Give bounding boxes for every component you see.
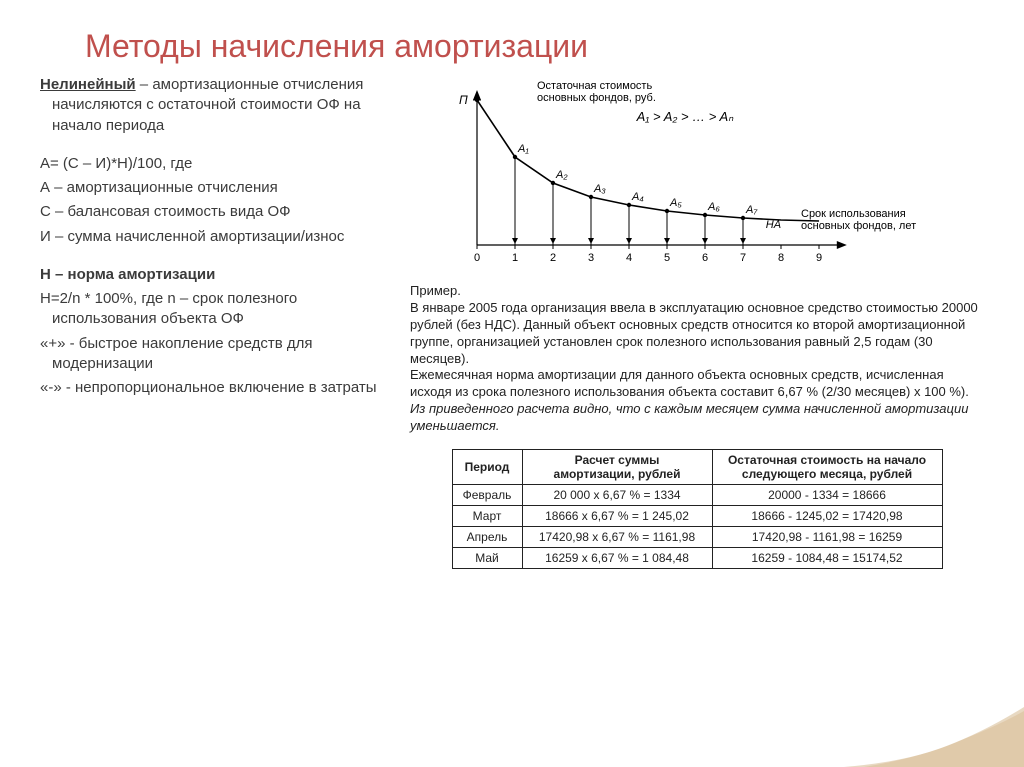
table-cell: Апрель [452,527,522,548]
table-cell: Февраль [452,485,522,506]
table-cell: 16259 - 1084,48 = 15174,52 [712,548,942,569]
table-cell: 17420,98 х 6,67 % = 1161,98 [522,527,712,548]
def-i: И – сумма начисленной амортизации/износ [40,227,390,247]
table-cell: Март [452,506,522,527]
svg-text:6: 6 [702,252,708,264]
example-header: Пример. [410,283,984,300]
def-a: А – амортизационные отчисления [40,178,390,198]
formula-block: А= (С – И)*Н)/100, где А – амортизационн… [40,154,390,247]
left-column: Нелинейный – амортизационные отчисления … [40,75,390,569]
svg-text:Срок использования: Срок использования [801,208,906,220]
svg-text:Остаточная стоимость: Остаточная стоимость [537,80,652,92]
svg-text:5: 5 [664,252,670,264]
slide-title: Методы начисления амортизации [85,28,984,65]
table-cell: 17420,98 - 1161,98 = 16259 [712,527,942,548]
table-cell: 20000 - 1334 = 18666 [712,485,942,506]
example-p2: Ежемесячная норма амортизации для данног… [410,367,984,401]
term-nonlinear: Нелинейный [40,76,136,93]
norm-block: Н – норма амортизации Н=2/n * 100%, где … [40,265,390,399]
table-cell: 16259 х 6,67 % = 1 084,48 [522,548,712,569]
table-head: ПериодРасчет суммы амортизации, рублейОс… [452,450,942,485]
table-cell: Май [452,548,522,569]
table-cell: 20 000 х 6,67 % = 1334 [522,485,712,506]
svg-text:0: 0 [474,252,480,264]
depreciation-chart: Остаточная стоимостьосновных фондов, руб… [410,75,984,275]
table-header-cell: Остаточная стоимость на начало следующег… [712,450,942,485]
svg-text:A₁: A₁ [517,143,529,155]
svg-text:2: 2 [550,252,556,264]
amortization-table: ПериодРасчет суммы амортизации, рублейОс… [452,449,943,569]
svg-text:НА: НА [766,219,781,231]
table-body: Февраль20 000 х 6,67 % = 133420000 - 133… [452,485,942,569]
minus-line: «-» - непропорциональное включение в зат… [40,378,390,398]
svg-text:A₃: A₃ [593,183,606,195]
table-row: Март18666 х 6,67 % = 1 245,0218666 - 124… [452,506,942,527]
def-c: С – балансовая стоимость вида ОФ [40,202,390,222]
svg-text:A₇: A₇ [745,204,758,216]
example-block: Пример. В январе 2005 года организация в… [410,283,984,435]
chart-svg: Остаточная стоимостьосновных фондов, руб… [410,75,984,275]
svg-text:1: 1 [512,252,518,264]
svg-text:П: П [459,93,468,107]
slide: Методы начисления амортизации Нелинейный… [0,0,1024,767]
table-cell: 18666 - 1245,02 = 17420,98 [712,506,942,527]
svg-text:A₄: A₄ [631,191,644,203]
svg-text:A₂: A₂ [555,169,568,181]
svg-text:8: 8 [778,252,784,264]
table-cell: 18666 х 6,67 % = 1 245,02 [522,506,712,527]
svg-text:3: 3 [588,252,594,264]
content-row: Нелинейный – амортизационные отчисления … [40,75,984,569]
formula-line: А= (С – И)*Н)/100, где [40,154,390,174]
table-header-cell: Период [452,450,522,485]
norm-title: Н – норма амортизации [40,265,390,285]
svg-text:A₅: A₅ [669,197,682,209]
norm-formula: Н=2/n * 100%, где n – срок полезного исп… [40,289,390,330]
svg-text:A₆: A₆ [707,201,720,213]
example-p1: В январе 2005 года организация ввела в э… [410,300,984,368]
table-row: Май16259 х 6,67 % = 1 084,4816259 - 1084… [452,548,942,569]
svg-text:основных фондов, руб.: основных фондов, руб. [537,92,656,104]
example-p3: Из приведенного расчета видно, что с каж… [410,401,984,435]
def-nonlinear: Нелинейный – амортизационные отчисления … [40,75,390,136]
svg-text:4: 4 [626,252,632,264]
right-column: Остаточная стоимостьосновных фондов, руб… [410,75,984,569]
plus-line: «+» - быстрое накопление средств для мод… [40,334,390,375]
svg-text:A₁ > A₂ > … > Aₙ: A₁ > A₂ > … > Aₙ [636,109,735,124]
svg-text:7: 7 [740,252,746,264]
table-row: Апрель17420,98 х 6,67 % = 1161,9817420,9… [452,527,942,548]
svg-text:9: 9 [816,252,822,264]
table-header-cell: Расчет суммы амортизации, рублей [522,450,712,485]
definition-block: Нелинейный – амортизационные отчисления … [40,75,390,136]
table-row: Февраль20 000 х 6,67 % = 133420000 - 133… [452,485,942,506]
svg-text:основных фондов, лет: основных фондов, лет [801,220,916,232]
